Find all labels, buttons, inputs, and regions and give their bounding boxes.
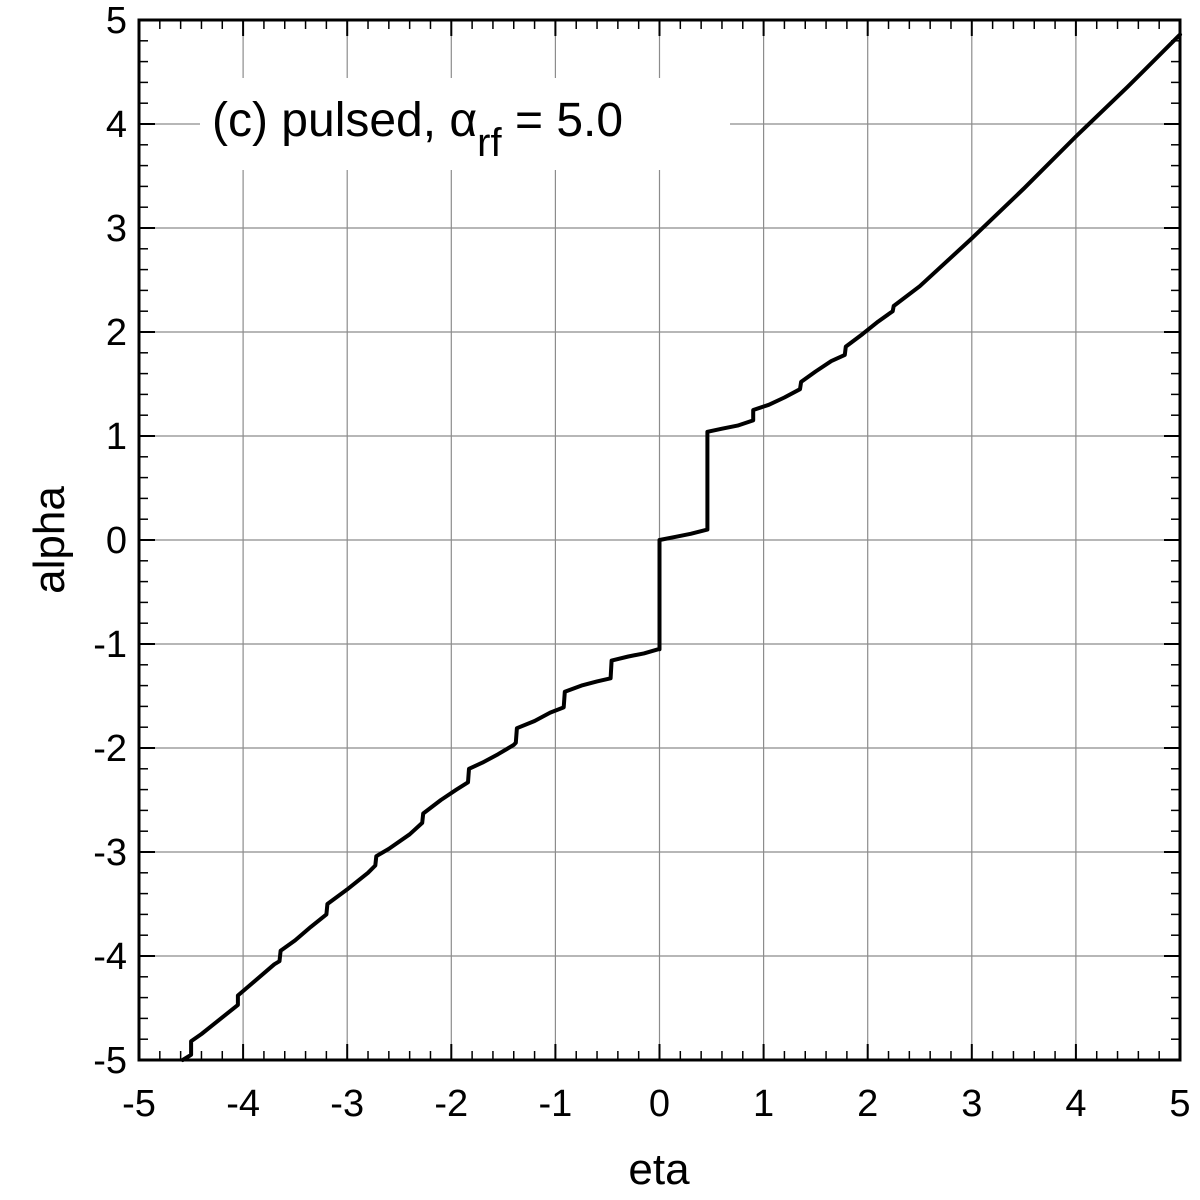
x-tick-label: 5 bbox=[1169, 1083, 1190, 1125]
annotation-subscript: rf bbox=[477, 121, 502, 165]
x-tick-label: -1 bbox=[539, 1083, 573, 1125]
x-tick-labels: -5 -4 -3 -2 -1 0 1 2 3 4 5 bbox=[122, 1083, 1190, 1125]
x-tick-label: 2 bbox=[857, 1083, 878, 1125]
y-tick-label: 4 bbox=[106, 104, 127, 146]
y-tick-label: 2 bbox=[106, 312, 127, 354]
annotation-symbol: α bbox=[449, 94, 477, 147]
x-tick-label: 4 bbox=[1065, 1083, 1086, 1125]
annotation: (c) pulsed, αrf = 5.0 bbox=[212, 94, 623, 165]
series-line-1 bbox=[180, 32, 1182, 1062]
x-tick-label: -4 bbox=[226, 1083, 260, 1125]
y-tick-label: 1 bbox=[106, 416, 127, 458]
x-tick-label: 1 bbox=[753, 1083, 774, 1125]
y-tick-label: -1 bbox=[93, 624, 127, 666]
y-tick-label: 0 bbox=[106, 520, 127, 562]
x-tick-label: 0 bbox=[649, 1083, 670, 1125]
annotation-suffix: = 5.0 bbox=[502, 94, 623, 147]
annotation-background bbox=[200, 78, 730, 170]
y-tick-labels: -5 -4 -3 -2 -1 0 1 2 3 4 5 bbox=[93, 0, 127, 1082]
y-tick-label: 5 bbox=[106, 0, 127, 42]
y-axis-label: alpha bbox=[25, 486, 74, 594]
y-tick-label: -5 bbox=[93, 1040, 127, 1082]
x-tick-label: 3 bbox=[961, 1083, 982, 1125]
y-tick-label: -4 bbox=[93, 936, 127, 978]
y-tick-label: -2 bbox=[93, 728, 127, 770]
plot-frame bbox=[137, 18, 1182, 1062]
x-tick-label: -2 bbox=[434, 1083, 468, 1125]
series-layer bbox=[180, 32, 1182, 1062]
x-tick-label: -5 bbox=[122, 1083, 156, 1125]
y-tick-label: 3 bbox=[106, 208, 127, 250]
y-tick-label: -3 bbox=[93, 832, 127, 874]
annotation-prefix: (c) pulsed, bbox=[212, 94, 449, 147]
x-tick-label: -3 bbox=[330, 1083, 364, 1125]
x-axis-label: eta bbox=[628, 1145, 690, 1194]
